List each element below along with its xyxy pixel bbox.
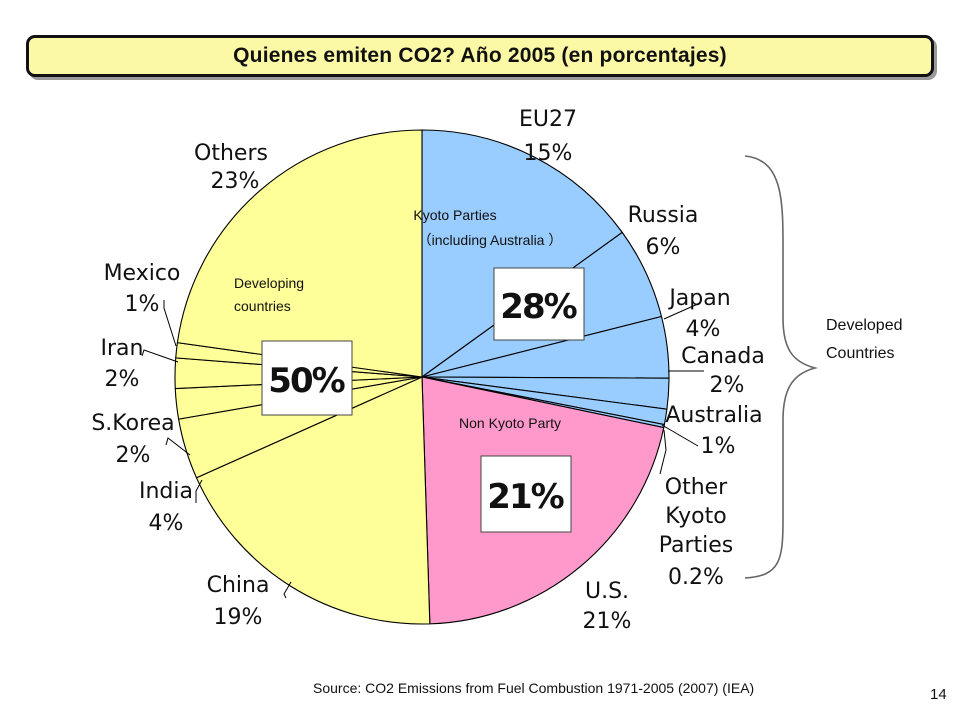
- slide-number: 14: [930, 686, 947, 703]
- slice-value-china: 19%: [214, 605, 263, 630]
- slice-value-iran: 2%: [105, 367, 140, 392]
- slice-label-japan: Japan: [667, 286, 730, 311]
- total-value-non-kyoto: 21%: [487, 477, 563, 517]
- slice-label-eu27: EU27: [519, 107, 577, 132]
- slice-value-japan: 4%: [686, 317, 721, 342]
- total-value-developing: 50%: [268, 361, 344, 401]
- slice-label-others: Others: [194, 141, 268, 166]
- group-sublabel-kyoto-parties: （including Australia ）: [418, 232, 563, 248]
- total-box-non-kyoto: [480, 455, 572, 533]
- slice-label-other-kyoto-parties-1: Other: [665, 475, 728, 500]
- leader-line: [163, 300, 177, 347]
- slice-value-eu27: 15%: [524, 141, 573, 166]
- slice-label-other-kyoto-parties-3: Parties: [659, 533, 734, 558]
- slice-label-australia: Australia: [665, 403, 762, 428]
- leader-line: [195, 479, 203, 503]
- total-box-kyoto: [493, 267, 585, 341]
- slice-value-s-korea: 2%: [116, 443, 151, 468]
- total-box-developing: [261, 340, 353, 416]
- slice-label-mexico: Mexico: [104, 261, 181, 286]
- slice-value-russia: 6%: [646, 235, 681, 260]
- slice-label-russia: Russia: [628, 203, 699, 228]
- bracket-label-1: Developed: [826, 317, 903, 334]
- slice-label-china: China: [207, 573, 270, 598]
- slice-value-others: 23%: [211, 169, 260, 194]
- slice-label-canada: Canada: [681, 344, 765, 369]
- slice-label-u-s: U.S.: [585, 579, 629, 604]
- pie-slice-china: [195, 376, 431, 625]
- pie-slice-others: [176, 129, 423, 378]
- slice-label-s-korea: S.Korea: [91, 411, 174, 436]
- group-label-developing-countries-1: Developing: [234, 275, 304, 291]
- group-label-non-kyoto-party: Non Kyoto Party: [459, 415, 561, 431]
- leader-line: [659, 429, 667, 475]
- pie-slice-eu27: [421, 129, 623, 379]
- slice-label-india: India: [139, 479, 193, 504]
- group-label-kyoto-parties: Kyoto Parties: [413, 207, 496, 223]
- leader-line: [283, 581, 292, 599]
- source-note: Source: CO2 Emissions from Fuel Combusti…: [313, 680, 755, 696]
- slice-label-other-kyoto-parties-2: Kyoto: [665, 504, 726, 529]
- group-label-developing-countries-2: countries: [234, 298, 291, 314]
- developed-bracket: [744, 155, 819, 579]
- slice-value-canada: 2%: [710, 373, 745, 398]
- leader-line: [663, 302, 701, 320]
- slide-title: Quienes emiten CO2? Año 2005 (en porcent…: [233, 44, 727, 67]
- slice-value-australia: 1%: [701, 434, 736, 459]
- leader-line: [661, 424, 699, 447]
- slice-value-mexico: 1%: [125, 292, 160, 317]
- title-banner: Quienes emiten CO2? Año 2005 (en porcent…: [26, 35, 934, 77]
- slice-value-other-kyoto-parties: 0.2%: [668, 565, 724, 590]
- total-value-kyoto: 28%: [500, 287, 576, 327]
- slice-value-india: 4%: [149, 511, 184, 536]
- leader-line: [141, 349, 179, 363]
- bracket-label-2: Countries: [826, 345, 894, 362]
- slice-label-iran: Iran: [101, 336, 144, 361]
- leader-line: [165, 437, 191, 456]
- slice-value-u-s: 21%: [583, 609, 632, 634]
